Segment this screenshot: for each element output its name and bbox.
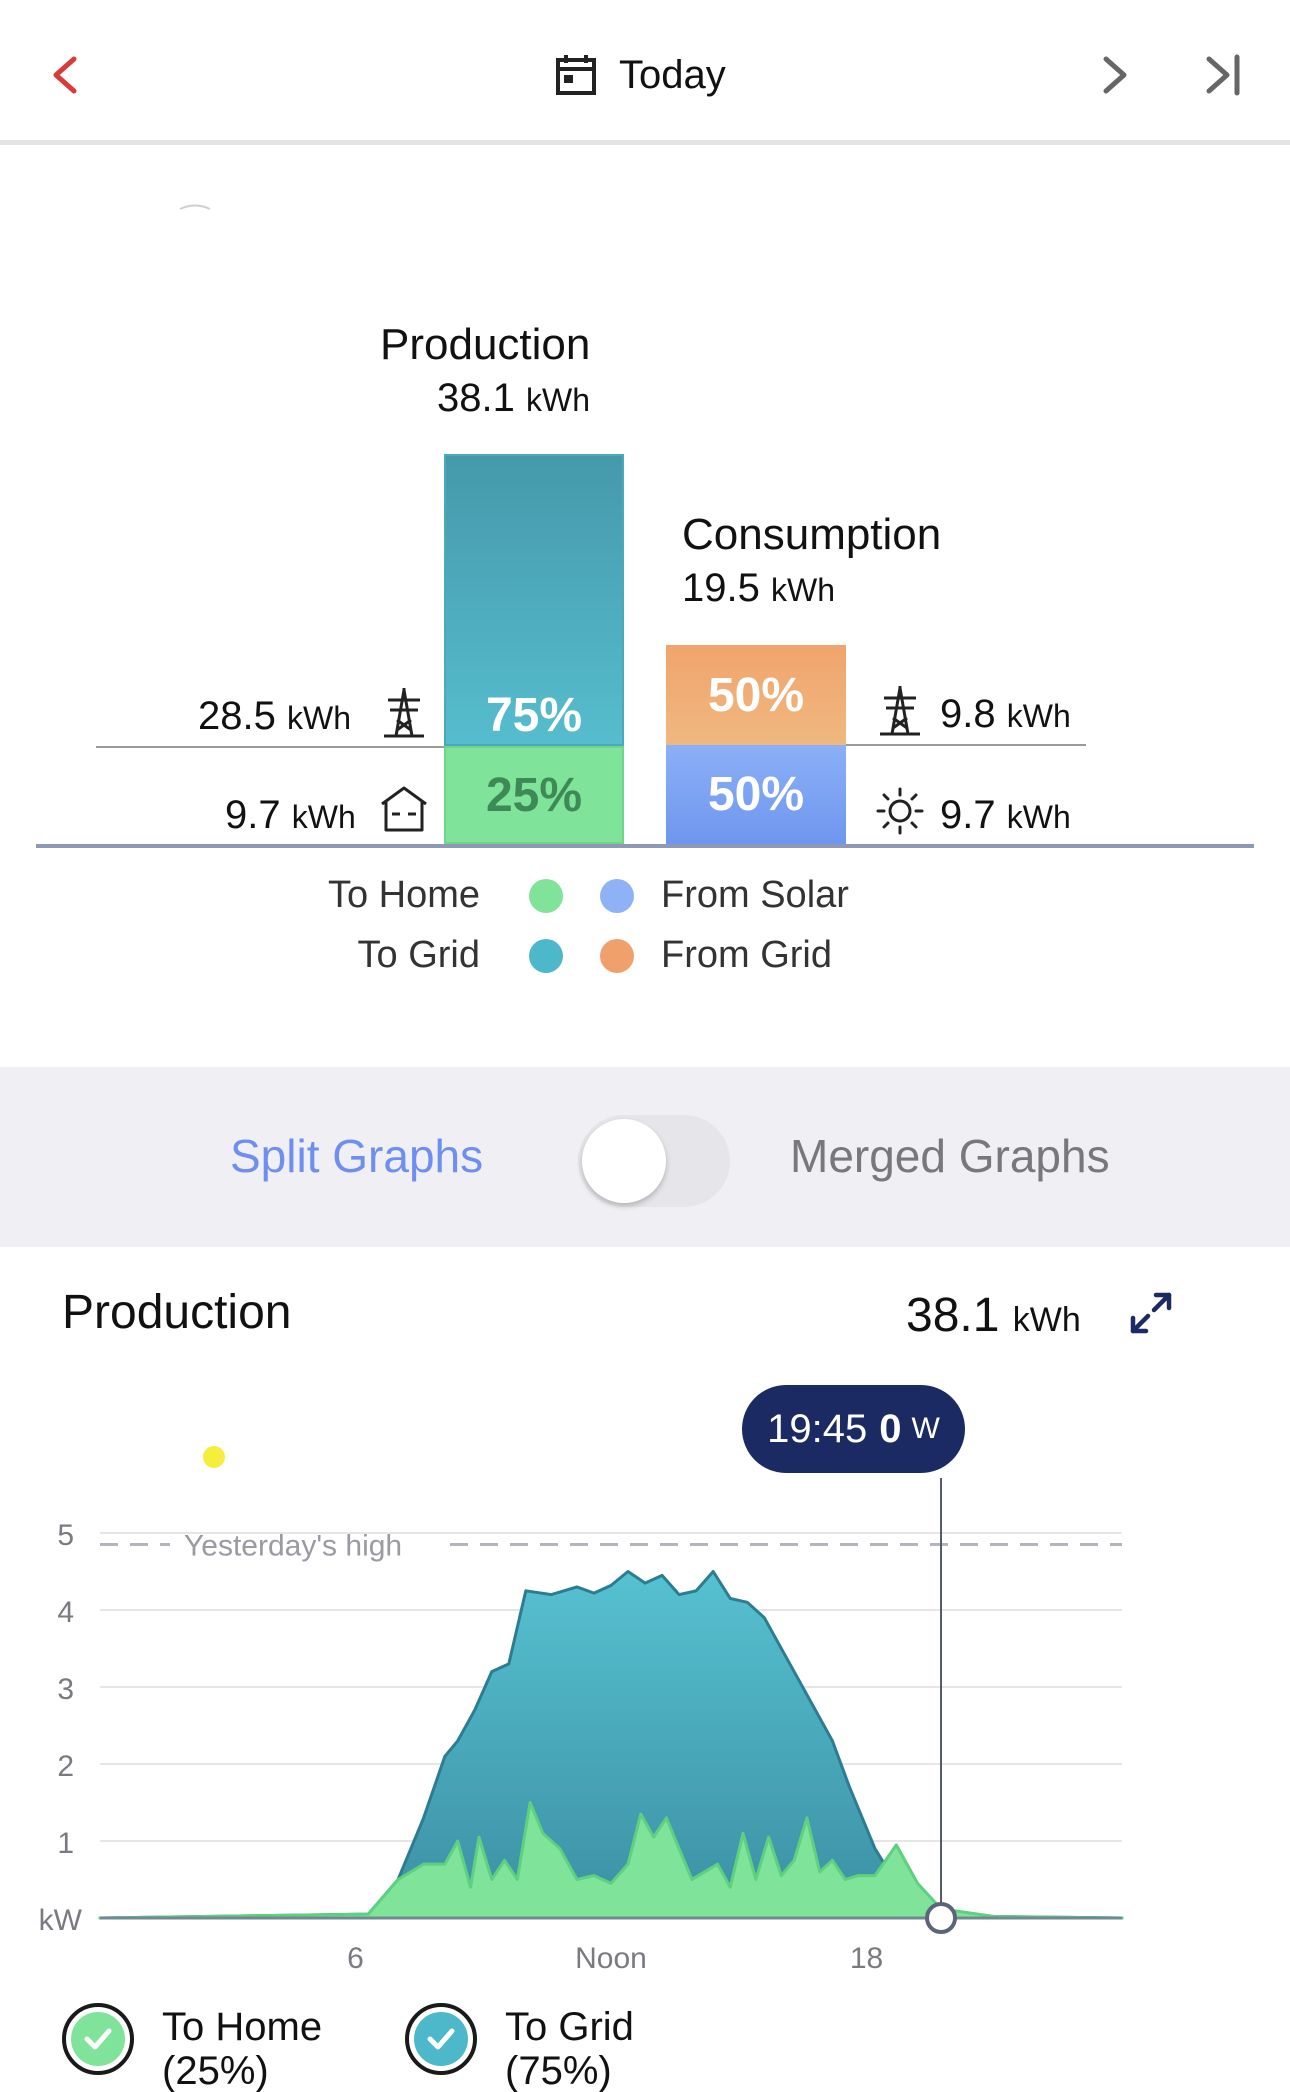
energy-summary: Production 38.1 kWh Consumption 19.5 kWh… xyxy=(0,150,1290,1065)
production-graph-total: 38.1 kWh xyxy=(906,1289,1081,1342)
production-total: 38.1 kWh xyxy=(437,376,590,421)
consumption-total: 19.5 kWh xyxy=(682,566,835,611)
tooltip-unit: W xyxy=(911,1412,940,1445)
split-graphs-option[interactable]: Split Graphs xyxy=(230,1130,484,1182)
check-icon xyxy=(71,2012,125,2066)
back-chevron-icon[interactable] xyxy=(40,45,90,105)
production-to-grid-segment: 75% xyxy=(444,454,624,746)
x-tick-label: Noon xyxy=(575,1942,647,1975)
to-grid-value: 28.5 kWh xyxy=(198,694,351,738)
tooltip-time: 19:45 xyxy=(767,1406,868,1451)
to-grid-area xyxy=(98,1570,1124,1920)
y-tick-label: 2 xyxy=(57,1750,74,1783)
date-selector[interactable]: Today xyxy=(555,45,726,105)
y-tick-label: 5 xyxy=(57,1519,74,1552)
legend-to-home-dot xyxy=(529,879,563,913)
sun-position-dot xyxy=(203,1446,225,1468)
from-grid-percent: 50% xyxy=(707,668,805,722)
calendar-icon xyxy=(556,55,596,95)
consumption-unit: kWh xyxy=(770,572,835,608)
y-unit-label: kW xyxy=(39,1904,83,1937)
legend-to-home-label: To Home xyxy=(327,874,480,916)
legend-from-solar-dot xyxy=(600,879,634,913)
to-home-percent: 25% xyxy=(485,768,583,822)
top-nav-bar: Today xyxy=(0,0,1290,145)
from-grid-value: 9.8 kWh xyxy=(940,692,1071,736)
cursor-marker xyxy=(925,1902,958,1934)
from-solar-value: 9.7 kWh xyxy=(940,793,1071,837)
power-tower-icon xyxy=(880,686,920,736)
tooltip-value: 0 xyxy=(879,1406,902,1451)
summary-baseline xyxy=(36,844,1254,848)
merged-graphs-option[interactable]: Merged Graphs xyxy=(790,1130,1110,1182)
production-to-home-segment: 25% xyxy=(444,746,624,844)
faint-artifact xyxy=(179,204,211,210)
check-icon xyxy=(414,2012,468,2066)
from-grid-divider xyxy=(846,744,1086,746)
y-tick-label: 3 xyxy=(57,1673,74,1706)
to-home-value: 9.7 kWh xyxy=(225,793,356,837)
production-graph-title: Production xyxy=(62,1286,292,1339)
to-home-area xyxy=(98,1801,1124,1920)
to-grid-divider xyxy=(96,746,444,748)
consumption-value: 19.5 xyxy=(682,566,760,610)
consumption-label: Consumption xyxy=(682,510,942,559)
legend-to-grid-label: To Grid xyxy=(357,934,480,976)
y-tick-label: 4 xyxy=(57,1596,74,1629)
consumption-from-grid-segment: 50% xyxy=(666,645,846,745)
legend-from-solar-label: From Solar xyxy=(661,874,849,916)
sun-icon xyxy=(876,787,924,835)
chart-legend-to-home[interactable]: To Home (25%) xyxy=(62,2003,322,2092)
to-grid-checkbox[interactable] xyxy=(405,2003,477,2075)
legend-from-grid-label: From Grid xyxy=(661,934,832,976)
skip-to-end-icon[interactable] xyxy=(1195,45,1255,105)
from-solar-percent: 50% xyxy=(707,768,805,821)
to-grid-legend-text: To Grid (75%) xyxy=(505,2005,634,2092)
power-tower-icon xyxy=(384,688,424,738)
switch-knob xyxy=(582,1119,666,1203)
production-unit: kWh xyxy=(525,382,590,418)
graph-mode-toggle-bar: Split Graphs Merged Graphs xyxy=(0,1067,1290,1247)
consumption-from-solar-segment: 50% xyxy=(666,745,846,844)
x-tick-label: 6 xyxy=(347,1942,364,1975)
next-chevron-icon[interactable] xyxy=(1090,45,1140,105)
y-tick-label: 1 xyxy=(57,1827,74,1860)
home-icon xyxy=(381,786,427,832)
x-tick-label: 18 xyxy=(850,1942,883,1975)
production-chart[interactable]: 1 2 3 4 5 kW Yesterday's high 6 Noon 18 xyxy=(0,1470,1290,1990)
expand-icon[interactable] xyxy=(1128,1290,1174,1336)
chart-legend-to-grid[interactable]: To Grid (75%) xyxy=(405,2003,634,2092)
legend-to-grid-dot xyxy=(529,939,563,973)
legend-from-grid-dot xyxy=(600,939,634,973)
to-home-legend-text: To Home (25%) xyxy=(162,2005,323,2092)
cursor-tooltip: 19:45 0 W xyxy=(742,1385,965,1473)
reference-line-label: Yesterday's high xyxy=(184,1530,402,1563)
to-home-checkbox[interactable] xyxy=(62,2003,134,2075)
production-value: 38.1 xyxy=(437,376,515,420)
production-label: Production xyxy=(380,320,591,369)
graph-mode-switch[interactable] xyxy=(578,1115,730,1207)
to-grid-percent: 75% xyxy=(485,688,583,742)
page-title: Today xyxy=(619,52,726,97)
